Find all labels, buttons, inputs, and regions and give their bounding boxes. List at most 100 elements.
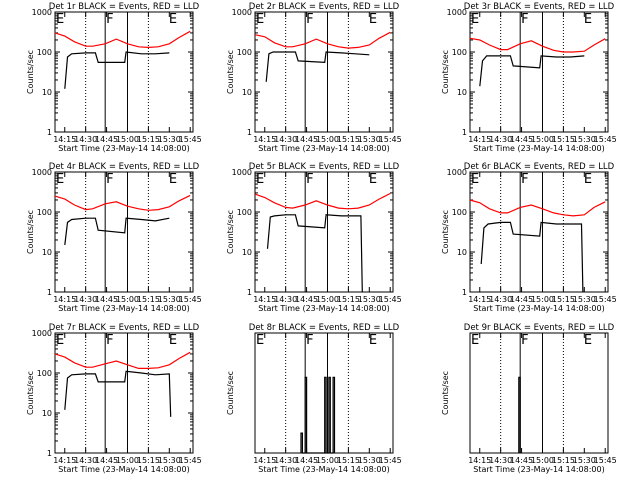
marker-label: E <box>56 333 64 348</box>
y-tick-label: 1000 <box>447 168 467 177</box>
marker-label: F <box>106 12 113 27</box>
plot-frame <box>469 11 609 133</box>
x-tick-label: 15:00 <box>531 295 554 304</box>
x-tick-label: 14:15 <box>468 135 491 144</box>
x-tick-label: 14:30 <box>74 135 97 144</box>
x-tick-label: 15:15 <box>137 135 160 144</box>
x-tick-label: 15:30 <box>158 295 181 304</box>
x-tick-label: 15:45 <box>594 456 617 465</box>
series-line-2 <box>265 51 370 82</box>
y-axis-label: Counts/sec <box>26 50 35 94</box>
series-line-1 <box>469 199 606 217</box>
series-line-1 <box>54 194 191 211</box>
marker-label: E <box>584 333 592 348</box>
series-line-2 <box>64 217 170 246</box>
x-tick-label: 15:30 <box>158 135 181 144</box>
x-tick-label: 15:15 <box>552 295 575 304</box>
series-line-2 <box>64 370 172 417</box>
marker-label: F <box>106 172 113 187</box>
panel-title: Det 8r BLACK = Events, RED = LLD <box>249 323 400 333</box>
x-tick-label: 15:15 <box>137 456 160 465</box>
x-tick-label: 14:45 <box>95 135 118 144</box>
marker-label: E <box>169 12 177 27</box>
y-tick-label: 1000 <box>232 8 252 17</box>
marker-label: E <box>256 12 264 27</box>
y-tick-label: 100 <box>37 48 52 57</box>
marker-label: E <box>169 333 177 348</box>
x-tick-label: 15:00 <box>116 456 139 465</box>
x-axis-label: Start Time (23-May-14 14:08:00) <box>473 465 604 474</box>
y-tick-label: 10 <box>457 88 467 97</box>
y-tick-label: 1 <box>462 128 467 137</box>
series-line-1 <box>54 351 191 369</box>
y-axis-label: Counts/sec <box>441 210 450 254</box>
x-tick-label: 14:45 <box>95 295 118 304</box>
y-tick-label: 1000 <box>32 8 52 17</box>
x-tick-label: 14:45 <box>295 456 318 465</box>
panel-title: Det 1r BLACK = Events, RED = LLD <box>49 2 200 12</box>
y-tick-label: 10 <box>457 248 467 257</box>
y-tick-label: 1 <box>47 128 52 137</box>
y-axis-label: Counts/sec <box>441 50 450 94</box>
x-tick-label: 14:15 <box>468 295 491 304</box>
x-tick-label: 14:30 <box>274 135 297 144</box>
x-tick-label: 14:15 <box>53 295 76 304</box>
x-tick-label: 15:30 <box>158 456 181 465</box>
x-axis-label: Start Time (23-May-14 14:08:00) <box>473 144 604 153</box>
y-tick-label: 100 <box>452 48 467 57</box>
x-tick-label: 15:00 <box>316 135 339 144</box>
plot-frame <box>254 332 394 454</box>
x-tick-label: 15:45 <box>179 295 202 304</box>
marker-label: E <box>256 172 264 187</box>
plot-frame <box>54 332 194 454</box>
x-tick-label: 15:00 <box>531 456 554 465</box>
marker-label: F <box>521 333 528 348</box>
x-axis-label: Start Time (23-May-14 14:08:00) <box>258 465 389 474</box>
marker-label: E <box>584 172 592 187</box>
y-tick-label: 1000 <box>32 329 52 338</box>
x-tick-label: 14:30 <box>74 295 97 304</box>
series-line-2 <box>64 51 170 89</box>
plot-frame <box>469 171 609 293</box>
panel-title: Det 6r BLACK = Events, RED = LLD <box>464 162 615 172</box>
x-axis-label: Start Time (23-May-14 14:08:00) <box>58 465 189 474</box>
x-tick-label: 14:30 <box>74 456 97 465</box>
panel-9: Det 9r BLACK = Events, RED = LLD Counts/s… <box>441 323 617 474</box>
panel-6: Det 6r BLACK = Events, RED = LLD 1 10 100 10… <box>441 162 617 313</box>
x-tick-label: 14:45 <box>510 135 533 144</box>
marker-label: F <box>306 172 313 187</box>
y-axis-label: Counts/sec <box>26 210 35 254</box>
plot-frame <box>469 332 609 454</box>
panel-4: Det 4r BLACK = Events, RED = LLD 1 10 100 10… <box>26 162 202 313</box>
y-tick-label: 10 <box>42 409 52 418</box>
x-axis-label: Start Time (23-May-14 14:08:00) <box>58 304 189 313</box>
marker-label: E <box>256 333 264 348</box>
panel-2: Det 2r BLACK = Events, RED = LLD 1 10 100 10… <box>226 2 402 153</box>
x-tick-label: 15:30 <box>358 135 381 144</box>
x-tick-label: 14:45 <box>510 295 533 304</box>
x-axis-label: Start Time (23-May-14 14:08:00) <box>258 144 389 153</box>
y-axis-label: Counts/sec <box>26 371 35 415</box>
x-tick-label: 14:45 <box>295 295 318 304</box>
x-tick-label: 14:30 <box>274 456 297 465</box>
y-tick-label: 100 <box>237 208 252 217</box>
series-line-2 <box>479 55 585 87</box>
panel-5: Det 5r BLACK = Events, RED = LLD 1 10 100 10… <box>226 162 402 313</box>
x-tick-label: 14:30 <box>489 295 512 304</box>
panel-title: Det 3r BLACK = Events, RED = LLD <box>464 2 615 12</box>
marker-label: F <box>521 12 528 27</box>
y-tick-label: 1 <box>247 128 252 137</box>
x-axis-label: Start Time (23-May-14 14:08:00) <box>58 144 189 153</box>
x-tick-label: 14:15 <box>53 135 76 144</box>
y-tick-label: 1 <box>247 288 252 297</box>
x-tick-label: 15:45 <box>379 135 402 144</box>
x-tick-label: 15:45 <box>594 295 617 304</box>
x-tick-label: 14:30 <box>489 456 512 465</box>
x-tick-label: 15:15 <box>337 456 360 465</box>
x-tick-label: 14:45 <box>95 456 118 465</box>
y-tick-label: 10 <box>242 248 252 257</box>
y-tick-label: 10 <box>42 248 52 257</box>
x-tick-label: 14:30 <box>274 295 297 304</box>
panel-title: Det 5r BLACK = Events, RED = LLD <box>249 162 400 172</box>
x-tick-label: 15:15 <box>552 135 575 144</box>
